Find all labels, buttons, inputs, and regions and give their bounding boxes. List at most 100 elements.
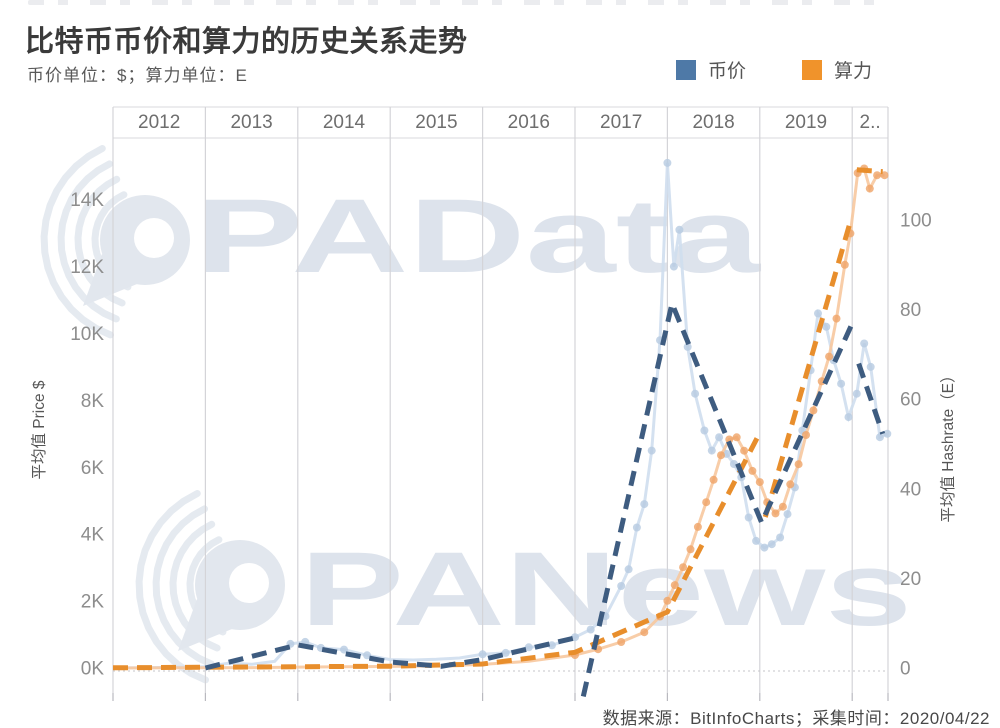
series-point-hashrate-actual: [709, 475, 718, 484]
series-line-hashrate-trend: [762, 224, 852, 518]
series-point-price-actual: [707, 446, 716, 455]
series-point-hashrate-actual: [679, 563, 688, 572]
series-point-price-actual: [715, 433, 724, 442]
left-axis-tick-label: 4K: [81, 525, 105, 546]
series-point-price-actual: [844, 413, 853, 422]
right-axis-tick-label: 20: [900, 569, 921, 590]
left-axis-tick-label: 10K: [70, 324, 104, 345]
data-source-note: 数据来源：BitInfoCharts；采集时间：2020/04/22: [602, 709, 990, 728]
x-tick-label: 2012: [138, 112, 180, 133]
legend-item-price: 币价: [676, 56, 746, 83]
series-point-hashrate-actual: [825, 352, 834, 361]
hashrate-legend-swatch-icon: [802, 59, 823, 80]
series-point-price-actual: [340, 645, 348, 654]
series-point-hashrate-actual: [873, 171, 882, 180]
right-axis-tick-label: 60: [900, 390, 921, 411]
x-tick-label: 2..: [860, 112, 881, 133]
series-point-hashrate-actual: [778, 502, 787, 511]
series-point-hashrate-actual: [748, 466, 757, 475]
series-point-hashrate-actual: [832, 314, 841, 323]
price-legend-swatch-icon: [676, 59, 696, 80]
series-point-hashrate-actual: [663, 596, 672, 605]
series-line-hashrate-trend: [112, 437, 760, 671]
series-point-price-actual: [752, 536, 761, 545]
series-point-price-actual: [866, 362, 875, 371]
series-point-price-actual: [363, 651, 372, 660]
series-point-price-actual: [624, 565, 633, 574]
watermark-logo-arc-icon: [40, 145, 114, 339]
right-axis-tick-label: 0: [900, 659, 911, 680]
series-point-price-actual: [744, 513, 753, 522]
series-point-price-actual: [501, 648, 510, 657]
cropped-text-artifact: [28, 0, 884, 5]
series-point-hashrate-actual: [617, 638, 626, 646]
left-axis-title: 平均值 Price $: [30, 380, 48, 479]
left-axis-tick-label: 12K: [70, 257, 104, 278]
series-point-price-actual: [852, 389, 861, 398]
hashrate-legend-label: 算力: [834, 61, 873, 82]
x-tick-label: 2017: [600, 112, 642, 133]
series-point-hashrate-actual: [809, 406, 818, 415]
series-point-price-actual: [837, 379, 846, 388]
legend-item-hashrate: 算力: [802, 56, 872, 83]
right-axis-tick-label: 100: [900, 211, 932, 232]
series-point-price-actual: [663, 158, 672, 167]
series-point-price-actual: [814, 309, 822, 318]
price-legend-label: 币价: [708, 61, 747, 82]
series-point-price-actual: [860, 339, 869, 348]
watermark-logo-hole-icon: [229, 563, 269, 603]
series-point-price-actual: [478, 650, 487, 659]
series-point-price-actual: [683, 342, 692, 351]
series-point-hashrate-actual: [755, 478, 764, 487]
series-point-price-actual: [883, 429, 892, 438]
series-point-hashrate-actual: [693, 522, 702, 531]
series-point-price-actual: [783, 510, 792, 519]
series-point-hashrate-actual: [802, 431, 810, 439]
watermark-logo-arc-icon: [135, 490, 209, 684]
series-point-price-actual: [617, 582, 626, 590]
left-axis-tick-label: 2K: [81, 592, 105, 613]
series-point-price-actual: [776, 533, 785, 542]
series-point-price-actual: [760, 543, 769, 552]
series-point-hashrate-actual: [865, 184, 874, 193]
series-point-price-actual: [524, 643, 533, 652]
series-point-price-actual: [632, 523, 641, 532]
series-point-hashrate-actual: [786, 480, 795, 489]
right-axis-tick-label: 40: [900, 479, 921, 500]
left-axis-tick-label: 6K: [81, 458, 105, 479]
series-point-price-actual: [700, 426, 709, 435]
series-point-hashrate-actual: [670, 581, 679, 590]
series-point-price-actual: [675, 225, 684, 234]
series-point-price-actual: [640, 500, 649, 509]
x-tick-label: 2015: [415, 112, 457, 133]
left-axis-tick-label: 14K: [70, 190, 104, 211]
series-point-hashrate-actual: [794, 460, 803, 469]
series-line-price-trend: [856, 362, 886, 435]
series-point-hashrate-actual: [717, 451, 725, 460]
x-tick-label: 2018: [692, 112, 734, 133]
right-axis-tick-label: 80: [900, 300, 921, 321]
series-point-hashrate-actual: [840, 260, 849, 269]
series-point-price-actual: [571, 633, 579, 642]
series-point-hashrate-actual: [740, 446, 749, 455]
series-point-price-actual: [669, 262, 678, 271]
chart-units-subtitle: 币价单位：$；算力单位：E: [27, 66, 248, 85]
series-point-hashrate-actual: [771, 509, 780, 518]
watermark-padata: PAData: [40, 145, 762, 339]
x-tick-label: 2019: [785, 112, 827, 133]
series-point-price-actual: [691, 389, 700, 398]
left-axis-tick-label: 0K: [81, 659, 105, 680]
series-line-price-trend: [580, 295, 855, 697]
series-point-hashrate-actual: [702, 498, 711, 507]
page-title: 比特币币价和算力的历史关系走势: [25, 26, 468, 58]
series-point-hashrate-actual: [732, 433, 741, 442]
right-axis-title: 平均值 Hashrate（E）: [939, 367, 957, 522]
series-point-price-actual: [822, 322, 831, 331]
x-tick-label: 2013: [230, 112, 272, 133]
series-line-price-trend: [204, 635, 576, 671]
series-point-price-actual: [767, 540, 776, 549]
series-point-price-actual: [547, 641, 556, 650]
series-line-hashrate-trend: [856, 167, 883, 175]
